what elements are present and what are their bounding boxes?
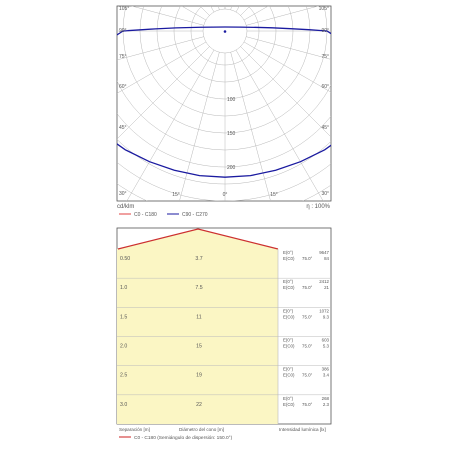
polar-spoke: [224, 30, 324, 201]
ec-value: 5.3: [323, 344, 330, 349]
angle-label-left: 90°: [119, 28, 127, 34]
e0-value: 603: [322, 338, 330, 343]
separation-axis-label: Separación [m]: [119, 427, 150, 432]
ec-label: E(C0): [283, 256, 295, 261]
separation-value: 1.0: [120, 285, 127, 291]
ec-label: E(C0): [283, 285, 295, 290]
e0-label: E(0°): [283, 367, 294, 372]
ec-value: 9.3: [323, 314, 330, 319]
ec-value: 2.3: [323, 402, 330, 407]
legend-c90-label: C90 - C270: [182, 212, 208, 218]
angle-label-right: 105°: [319, 6, 329, 12]
polar-spoke: [117, 30, 226, 61]
legend-c0-label: C0 - C180: [134, 212, 157, 218]
polar-spoke: [224, 30, 331, 138]
e0-value: 386: [322, 367, 330, 372]
diameter-value: 19: [196, 373, 202, 379]
e0-label: E(0°): [283, 308, 294, 313]
radial-tick-label: 150: [227, 131, 236, 137]
separation-value: 2.0: [120, 344, 127, 350]
angle-label-right: 45°: [321, 125, 329, 131]
ec-angle: 75.0°: [302, 373, 313, 378]
ec-angle: 75.0°: [302, 256, 313, 261]
angle-label-right: 30°: [321, 191, 329, 197]
polar-spoke: [126, 30, 226, 201]
radial-tick-label: 100: [227, 97, 236, 103]
angle-label-bottom: 0°: [223, 192, 228, 198]
angle-label-left: 60°: [119, 84, 127, 90]
polar-spoke: [224, 30, 271, 201]
polar-spoke: [117, 30, 226, 140]
ec-label: E(C0): [283, 402, 295, 407]
e0-label: E(0°): [283, 279, 294, 284]
ec-label: E(C0): [283, 344, 295, 349]
e0-label: E(0°): [283, 338, 294, 343]
ec-value: 84: [324, 256, 329, 261]
ec-angle: 75.0°: [302, 344, 313, 349]
diameter-value: 15: [196, 344, 202, 350]
diameter-value: 22: [196, 402, 202, 408]
ec-angle: 75.0°: [302, 285, 313, 290]
e0-value: 1072: [319, 308, 329, 313]
ec-value: 3.4: [323, 373, 330, 378]
polar-labels: 100 150 200 105° 90° 75° 60° 45° 30° 105° 90° 75° 60…: [119, 6, 329, 198]
cone-outline: [117, 228, 279, 250]
angle-label-left: 75°: [119, 54, 127, 60]
e0-value: 9647: [319, 250, 329, 255]
angle-label-left: 105°: [119, 6, 129, 12]
e0-label: E(0°): [283, 396, 294, 401]
polar-curves: [117, 26, 331, 178]
polar-spoke: [130, 6, 226, 32]
separation-value: 0.50: [120, 256, 130, 262]
cone-rows: 0.50 3.7 E(0°) 9647 E(C0) 75.0° 84 1.0 7.5 E(0°) 2…: [117, 249, 331, 424]
diameter-value: 11: [196, 314, 201, 320]
ec-value: 21: [324, 285, 329, 290]
cone-area: [117, 229, 278, 424]
intensity-axis-label: Intensidad lumínica [lx]: [279, 427, 326, 432]
polar-apex-point: [223, 30, 227, 33]
cone-diagram: 0.50 3.7 E(0°) 9647 E(C0) 75.0° 84 1.0 7.5 E(0°) 2…: [116, 227, 332, 425]
e0-label: E(0°): [283, 250, 294, 255]
ec-label: E(C0): [283, 373, 295, 378]
polar-diagram: 100 150 200 105° 90° 75° 60° 45° 30° 105° 90° 75° 60…: [116, 5, 332, 202]
angle-label-bottom: 15°: [270, 192, 278, 198]
angle-label-bottom: 15°: [172, 192, 180, 198]
separation-value: 1.5: [120, 314, 127, 320]
ec-angle: 75.0°: [302, 314, 313, 319]
ec-angle: 75.0°: [302, 402, 313, 407]
radial-tick-label: 200: [227, 165, 236, 171]
diameter-value: 3.7: [195, 256, 202, 262]
ec-label: E(C0): [283, 314, 295, 319]
angle-label-left: 30°: [119, 191, 127, 197]
e0-value: 268: [322, 396, 330, 401]
polar-spoke: [224, 30, 331, 93]
separation-value: 2.5: [120, 373, 127, 379]
polar-spoke: [224, 30, 331, 60]
cone-legend-label: C0 - C180 (Semiángulo de dispersión: 150…: [134, 435, 233, 441]
polar-series-c90: [117, 26, 331, 178]
polar-spoke: [179, 30, 226, 201]
unit-label: cd/klm: [117, 204, 134, 210]
e0-value: 2412: [319, 279, 329, 284]
angle-label-left: 45°: [119, 125, 127, 131]
separation-value: 3.0: [120, 402, 127, 408]
polar-spoke: [117, 30, 226, 94]
angle-label-right: 90°: [321, 28, 329, 34]
diameter-axis-label: Diámetro del cono [m]: [179, 427, 224, 432]
diameter-value: 7.5: [195, 285, 202, 291]
polar-spoke: [224, 6, 320, 32]
angle-label-right: 75°: [321, 54, 329, 60]
angle-label-right: 60°: [321, 84, 329, 90]
efficiency-label: η : 100%: [306, 204, 330, 210]
